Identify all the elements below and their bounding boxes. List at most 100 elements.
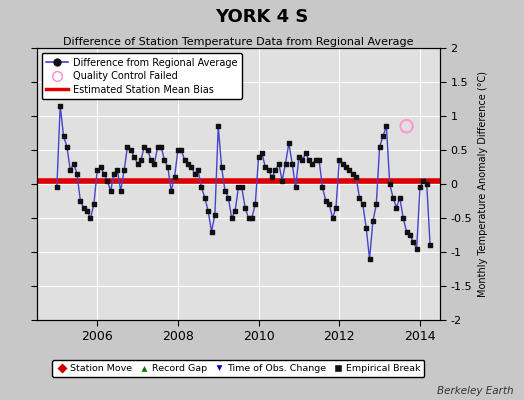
Point	[197, 184, 205, 190]
Point	[134, 160, 142, 167]
Point	[268, 174, 276, 180]
Point	[291, 184, 300, 190]
Point	[244, 215, 253, 221]
Point	[348, 170, 357, 177]
Point	[382, 123, 390, 130]
Point	[76, 198, 84, 204]
Point	[116, 188, 125, 194]
Point	[56, 102, 64, 109]
Point	[345, 167, 354, 174]
Point	[318, 184, 326, 190]
Text: YORK 4 S: YORK 4 S	[215, 8, 309, 26]
Point	[237, 184, 246, 190]
Title: Difference of Station Temperature Data from Regional Average: Difference of Station Temperature Data f…	[63, 37, 413, 47]
Point	[217, 164, 226, 170]
Y-axis label: Monthly Temperature Anomaly Difference (°C): Monthly Temperature Anomaly Difference (…	[478, 71, 488, 297]
Legend: Station Move, Record Gap, Time of Obs. Change, Empirical Break: Station Move, Record Gap, Time of Obs. C…	[52, 360, 424, 377]
Point	[369, 218, 377, 224]
Point	[416, 184, 424, 190]
Point	[93, 167, 102, 174]
Point	[365, 256, 374, 262]
Point	[281, 160, 290, 167]
Point	[409, 238, 418, 245]
Point	[396, 194, 404, 201]
Point	[63, 143, 71, 150]
Point	[211, 211, 219, 218]
Point	[275, 160, 283, 167]
Point	[251, 201, 259, 208]
Point	[184, 160, 192, 167]
Point	[355, 194, 364, 201]
Point	[301, 150, 310, 156]
Point	[163, 164, 172, 170]
Point	[271, 167, 280, 174]
Point	[194, 167, 202, 174]
Point	[329, 215, 337, 221]
Point	[170, 174, 179, 180]
Point	[342, 164, 350, 170]
Point	[191, 170, 199, 177]
Point	[83, 208, 91, 214]
Point	[406, 232, 414, 238]
Point	[305, 157, 313, 163]
Point	[325, 201, 333, 208]
Point	[52, 184, 61, 190]
Point	[130, 154, 138, 160]
Point	[372, 201, 380, 208]
Point	[412, 245, 421, 252]
Point	[386, 181, 394, 187]
Point	[120, 167, 128, 174]
Point	[150, 160, 159, 167]
Point	[214, 123, 222, 130]
Point	[177, 147, 185, 153]
Point	[221, 188, 229, 194]
Point	[358, 201, 367, 208]
Point	[261, 164, 269, 170]
Point	[234, 184, 243, 190]
Point	[73, 170, 81, 177]
Point	[204, 208, 212, 214]
Point	[315, 157, 323, 163]
Point	[248, 215, 256, 221]
Point	[254, 154, 263, 160]
Point	[140, 143, 148, 150]
Point	[389, 194, 397, 201]
Point	[278, 177, 286, 184]
Point	[258, 150, 266, 156]
Point	[399, 215, 407, 221]
Point	[312, 157, 320, 163]
Point	[224, 194, 233, 201]
Point	[106, 188, 115, 194]
Point	[154, 143, 162, 150]
Point	[90, 201, 98, 208]
Point	[157, 143, 165, 150]
Point	[231, 208, 239, 214]
Point	[298, 157, 307, 163]
Point	[227, 215, 236, 221]
Point	[144, 147, 152, 153]
Point	[96, 164, 105, 170]
Point	[113, 167, 122, 174]
Point	[241, 204, 249, 211]
Point	[66, 167, 74, 174]
Point	[180, 157, 189, 163]
Point	[288, 160, 297, 167]
Point	[265, 167, 273, 174]
Point	[426, 242, 434, 248]
Point	[402, 123, 411, 130]
Point	[322, 198, 330, 204]
Point	[86, 215, 95, 221]
Point	[308, 160, 316, 167]
Point	[80, 204, 88, 211]
Point	[100, 170, 108, 177]
Point	[332, 204, 340, 211]
Point	[110, 170, 118, 177]
Point	[422, 181, 431, 187]
Point	[59, 133, 68, 140]
Point	[376, 143, 384, 150]
Point	[392, 204, 401, 211]
Point	[137, 157, 145, 163]
Point	[167, 188, 176, 194]
Point	[70, 160, 78, 167]
Point	[201, 194, 209, 201]
